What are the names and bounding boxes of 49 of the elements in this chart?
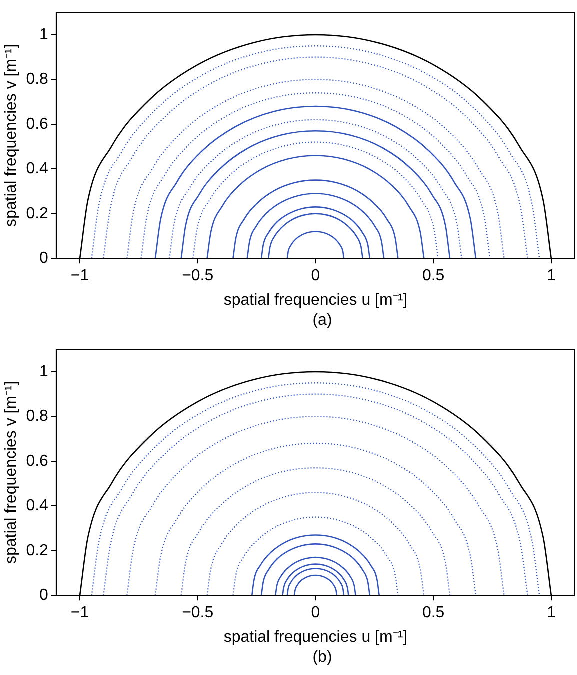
line-series: [154, 106, 477, 259]
line-series: [154, 442, 477, 596]
x-tick-label: 0.5: [422, 268, 445, 285]
x-tick-label: 0: [311, 604, 320, 622]
x-tick-label: 0.5: [422, 604, 445, 622]
text: (a): [312, 312, 334, 330]
y-tick-label: 0.4: [26, 498, 49, 515]
line-series: [260, 206, 371, 259]
y-tick-label: 0: [40, 250, 49, 268]
line-series: [126, 416, 505, 596]
line-series: [192, 142, 439, 259]
y-axis-title: spatial frequencies v [m⁻¹]: [3, 381, 20, 564]
y-tick-label: 0.8: [26, 408, 49, 426]
line-series: [206, 155, 425, 259]
line-series: [260, 544, 371, 596]
x-tick-label: 1: [546, 268, 556, 285]
line-series: [294, 574, 338, 596]
text: (b): [312, 649, 334, 667]
x-tick-label: 0: [311, 268, 320, 285]
x-axis-title: spatial frequencies u [m⁻¹]: [224, 628, 408, 646]
y-axis-title: spatial frequencies v [m⁻¹]: [3, 44, 20, 228]
x-tick-label: −1: [70, 268, 90, 285]
line-series: [268, 213, 364, 259]
x-axis-title: spatial frequencies u [m⁻¹]: [224, 292, 408, 309]
line-series: [275, 556, 356, 596]
line-series: [232, 180, 399, 259]
x-tick-label: −1: [70, 604, 90, 622]
x-tick-label: −0.5: [182, 604, 214, 622]
y-tick-label: 0.4: [26, 160, 49, 178]
line-series: [168, 119, 462, 259]
line-series: [206, 492, 425, 596]
line-series: [246, 193, 385, 259]
y-tick-label: 0.8: [26, 71, 49, 88]
x-tick-label: 1: [546, 604, 556, 622]
line-series: [286, 568, 345, 596]
x-tick-label: −0.5: [182, 268, 214, 285]
y-tick-label: 0.6: [26, 116, 49, 133]
y-tick-label: 1: [40, 26, 49, 44]
y-tick-label: 0.2: [26, 205, 49, 222]
line-series: [232, 516, 399, 596]
y-tick-label: 0.6: [26, 452, 49, 470]
y-tick-label: 0.2: [26, 542, 49, 560]
y-tick-label: 0: [40, 587, 49, 604]
line-series: [180, 468, 451, 596]
line-series: [251, 534, 380, 596]
y-tick-label: 1: [40, 363, 49, 380]
line-series: [282, 564, 350, 596]
line-series: [286, 231, 345, 259]
line-series: [180, 130, 451, 259]
